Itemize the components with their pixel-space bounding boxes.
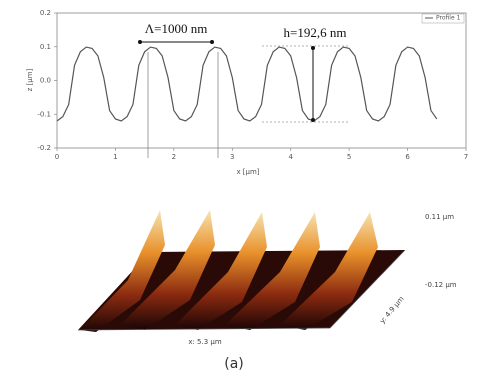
z-max-label: 0.11 µm — [425, 213, 454, 221]
legend-label: Profile 1 — [436, 15, 461, 22]
x-size-label: x: 5.3 µm — [188, 338, 222, 346]
ridge — [120, 210, 215, 330]
x-tick-label: 6 — [405, 153, 410, 161]
caption: (a) — [224, 356, 244, 372]
surface-edge — [77, 327, 331, 331]
y-axis-label: z [µm] — [26, 68, 34, 91]
y-tick-label: -0.2 — [37, 144, 51, 152]
arrow-head — [311, 46, 315, 50]
x-tick-label: 5 — [347, 153, 351, 161]
z-min-label: -0.12 µm — [425, 281, 457, 289]
legend-box — [421, 13, 465, 24]
y-size-label: y: 4.9 µm — [378, 295, 405, 325]
y-tick-label: 0.0 — [40, 77, 51, 85]
height-annotation: h=192,6 nm — [284, 25, 347, 40]
y-tick-label: 0.1 — [40, 43, 51, 51]
x-tick-label: 7 — [464, 153, 468, 161]
x-tick-label: 4 — [288, 153, 293, 161]
surface-3d — [77, 210, 406, 332]
profile-line — [56, 46, 438, 122]
arrow-head — [138, 40, 142, 44]
ridge — [280, 212, 378, 330]
arrow-head — [311, 118, 315, 122]
period-annotation: Λ=1000 nm — [145, 21, 208, 36]
x-axis-label: x [µm] — [236, 168, 259, 176]
plot-frame — [56, 12, 467, 149]
profile-plot: 0 1 2 3 4 5 6 7 -0.2 -0.1 0.0 0.1 0.2 Profile 1 — [37, 9, 468, 161]
x-tick-label: 3 — [230, 153, 234, 161]
x-tick-label: 0 — [55, 153, 59, 161]
arrow-head — [210, 40, 214, 44]
y-tick-label: 0.2 — [40, 9, 51, 17]
x-tick-label: 2 — [172, 153, 176, 161]
x-tick-label: 1 — [113, 153, 117, 161]
y-tick-label: -0.1 — [37, 110, 51, 118]
ridge — [175, 212, 267, 330]
ridge — [225, 212, 320, 330]
ridge — [80, 210, 165, 332]
surface-edge — [329, 249, 406, 329]
